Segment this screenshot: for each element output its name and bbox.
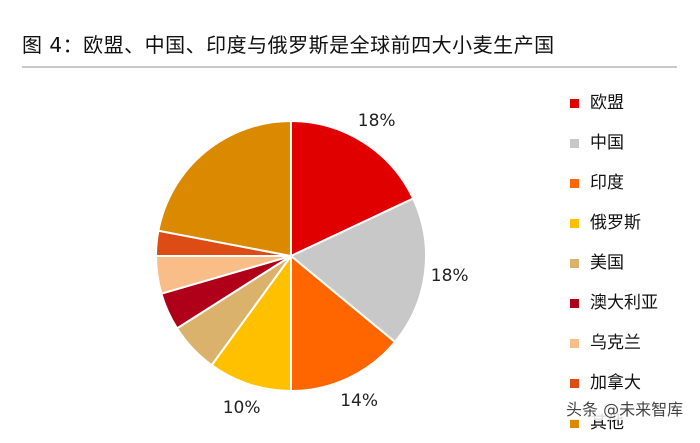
slice-value-label-3: 10% [223,398,261,418]
chart-title: 图 4：欧盟、中国、印度与俄罗斯是全球前四大小麦生产国 [22,33,555,57]
legend-item: 乌克兰 [570,323,658,363]
legend-swatch [570,218,579,228]
legend-item: 中国 [570,123,658,163]
legend-swatch [570,378,579,388]
legend-swatch [570,338,579,348]
legend-swatch [570,178,579,188]
pie-slice-3 [210,252,292,393]
legend-label: 美国 [590,253,624,273]
legend-label: 俄罗斯 [590,213,641,233]
slice-value-label-1: 18% [431,266,469,286]
watermark-text: 头条 @未来智库 [562,400,688,420]
pie-slice-2 [290,253,397,393]
legend-swatch [570,258,579,268]
legend-label: 加拿大 [590,373,641,393]
legend-item: 美国 [570,243,658,283]
legend-label: 澳大利亚 [590,293,658,313]
pie-value-labels: 18% 18% 14% 10% [223,111,469,418]
legend-swatch [570,418,579,428]
legend-item: 俄罗斯 [570,203,658,243]
legend-item: 澳大利亚 [570,283,658,323]
pie-slice-8 [157,119,292,258]
legend-label: 印度 [590,173,624,193]
legend-item: 欧盟 [570,83,658,123]
legend-label: 中国 [590,133,624,153]
legend-item: 加拿大 [570,363,658,403]
legend-label: 乌克兰 [590,333,641,353]
slice-value-label-0: 18% [358,111,396,131]
legend-label: 欧盟 [590,93,624,113]
legend-swatch [570,138,579,148]
pie-slice-1 [289,197,427,344]
legend-item: 印度 [570,163,658,203]
legend-swatch [570,98,579,108]
pie-slice-0 [290,119,415,258]
slice-value-label-2: 14% [340,391,378,411]
legend-swatch [570,298,579,308]
pie-slices [154,119,427,393]
title-divider [22,66,677,68]
legend: 欧盟 中国 印度 俄罗斯 美国 澳大利亚 乌克兰 加拿大 其他 [570,83,658,443]
